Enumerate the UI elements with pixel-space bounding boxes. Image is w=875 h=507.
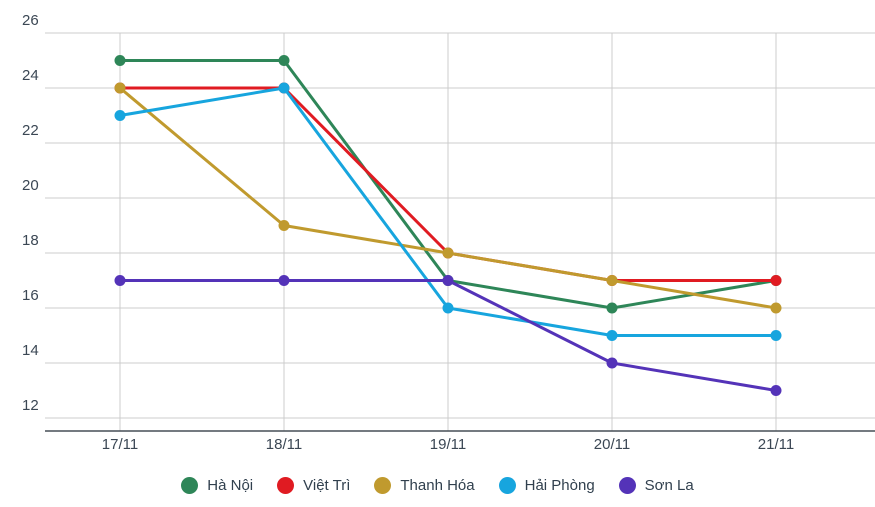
series-3-point-17-11[interactable]: [114, 110, 126, 121]
x-axis-tick-label: 21/11: [758, 436, 794, 453]
legend-label: Sơn La: [644, 476, 694, 494]
x-axis-tick-label: 18/11: [266, 436, 302, 453]
y-axis-tick-label: 24: [22, 67, 39, 84]
legend-color-dot-icon: [374, 476, 392, 494]
legend-color-dot-icon: [181, 476, 199, 494]
legend-label: Thanh Hóa: [400, 476, 475, 494]
series-3-point-19-11[interactable]: [442, 302, 454, 314]
series-4-point-21-11[interactable]: [770, 385, 782, 396]
series-3-point-21-11[interactable]: [770, 330, 782, 341]
legend-item-3[interactable]: Hải Phòng: [498, 476, 595, 494]
series-0-point-20-11[interactable]: [606, 302, 618, 314]
series-1-point-21-11[interactable]: [770, 275, 782, 286]
y-axis-tick-label: 16: [22, 287, 39, 304]
y-axis-tick-label: 18: [22, 232, 39, 249]
legend-item-4[interactable]: Sơn La: [618, 476, 694, 494]
series-2-point-20-11[interactable]: [606, 275, 618, 286]
series-2-point-17-11[interactable]: [114, 82, 126, 94]
legend-item-0[interactable]: Hà Nội: [181, 476, 254, 494]
y-axis-tick-label: 12: [22, 397, 39, 414]
series-3-point-20-11[interactable]: [606, 330, 618, 341]
legend-item-2[interactable]: Thanh Hóa: [374, 476, 475, 494]
legend-color-dot-icon: [277, 476, 295, 494]
legend-color-dot-icon: [618, 476, 636, 494]
plot-area: 26 24 22 20 18 16 14 12 17/11 18/11 19/11 20/11 21/1…: [22, 12, 875, 453]
series-4-point-19-11[interactable]: [442, 275, 454, 286]
y-axis-tick-label: 20: [22, 177, 39, 194]
series-2-point-18-11[interactable]: [278, 220, 290, 231]
series-4-point-20-11[interactable]: [606, 357, 618, 369]
legend-label: Hà Nội: [207, 476, 254, 494]
x-axis-tick-label: 20/11: [594, 436, 630, 453]
series-4-point-18-11[interactable]: [278, 275, 290, 286]
y-axis-tick-label: 14: [22, 342, 39, 359]
y-axis-tick-label: 26: [22, 12, 39, 29]
series-2-point-19-11[interactable]: [442, 247, 454, 259]
series-4-point-17-11[interactable]: [114, 275, 126, 286]
chart-legend: Hà Nội Việt Trì Thanh Hóa Hải Phòng Sơn La: [0, 470, 875, 500]
series-0-point-17-11[interactable]: [114, 55, 126, 66]
legend-color-dot-icon: [498, 476, 516, 494]
legend-label: Việt Trì: [303, 476, 351, 494]
legend-label: Hải Phòng: [524, 476, 595, 494]
series-0-point-18-11[interactable]: [278, 55, 290, 66]
legend-item-1[interactable]: Việt Trì: [277, 476, 351, 494]
series-3-point-18-11[interactable]: [278, 82, 290, 94]
series-2-point-21-11[interactable]: [770, 302, 782, 314]
y-axis-tick-label: 22: [22, 122, 39, 139]
x-axis-tick-label: 19/11: [430, 436, 466, 453]
x-axis-tick-label: 17/11: [102, 436, 138, 453]
